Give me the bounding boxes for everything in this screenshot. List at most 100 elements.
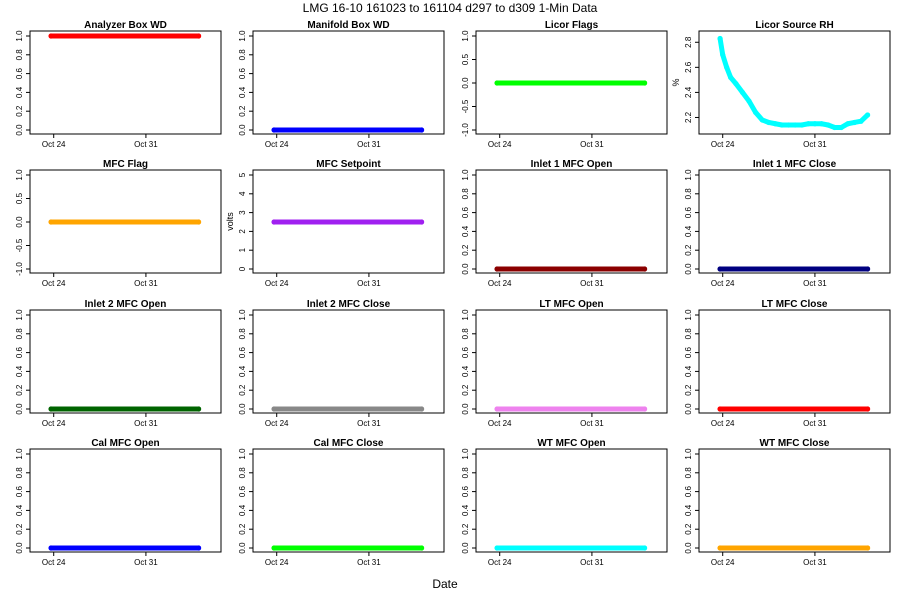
x-tick-label: Oct 24 [488,419,512,428]
y-tick-label: 0.4 [238,86,247,98]
y-tick-label: 0.4 [684,225,693,237]
panel-mfc-flag: MFC Flag -1.0 -0.5 0.0 0.5 1.0 Oct 24 Oct 31 [15,159,222,288]
y-tick-label: 0.0 [461,542,470,554]
y-tick-label: 0.4 [461,365,470,377]
x-tick-label: Oct 31 [357,558,381,567]
y-tick-label: -1.0 [461,123,470,137]
data-point [48,406,54,412]
y-tick-label: 0.8 [461,188,470,200]
y-tick-label: 1 [238,247,247,252]
y-tick-label: 2.8 [684,36,693,48]
y-tick-label: 0.0 [15,403,24,415]
data-point [865,406,871,412]
y-tick-label: 0.8 [461,328,470,340]
y-tick-label: 0.0 [238,542,247,554]
y-tick-label: 1.0 [238,448,247,460]
y-tick-label: 0.2 [684,244,693,256]
y-tick-label: 0.6 [461,346,470,358]
plot-frame [698,309,891,414]
y-tick-label: 0.6 [684,485,693,497]
panel-title: Licor Source RH [755,20,833,31]
data-point [766,119,772,126]
panel-title: LT MFC Open [539,299,603,310]
y-tick-label: 0.0 [15,124,24,136]
y-tick-label: 1.0 [461,30,470,42]
y-tick-label: 0.2 [238,105,247,117]
y-tick-label: 0.0 [15,216,24,228]
x-tick-label: Oct 24 [42,558,66,567]
y-axis-label: volts [225,212,235,231]
y-tick-label: 2 [238,229,247,234]
y-tick-label: 0.0 [15,542,24,554]
y-tick-label: 0.0 [461,403,470,415]
y-axis-label: % [671,78,681,86]
x-tick-label: Oct 24 [42,140,66,149]
panel-title: WT MFC Open [537,438,605,449]
panel-cal-mfc-open: Cal MFC Open 0.0 0.2 0.4 0.6 0.8 1.0 Oct 24 Oct … [15,438,222,567]
data-point [812,121,818,127]
y-tick-label: 0.0 [684,263,693,275]
data-point [196,406,202,412]
y-tick-label: -0.5 [461,99,470,113]
panel-title: MFC Flag [103,159,148,170]
x-tick-label: Oct 24 [42,279,66,288]
data-point [271,127,277,133]
data-point [642,545,648,551]
data-point [271,406,277,412]
x-tick-label: Oct 31 [134,419,158,428]
y-tick-label: 0.0 [238,403,247,415]
y-tick-label: 0.2 [684,384,693,396]
y-tick-label: 0.6 [15,485,24,497]
y-tick-label: -0.5 [15,238,24,252]
data-point [805,121,811,127]
figure-title: LMG 16-10 161023 to 161104 d297 to d309 … [303,1,598,15]
y-tick-label: 1.0 [238,30,247,42]
y-tick-label: 0.4 [684,365,693,377]
plot-frame [475,169,668,274]
plot-frame [698,169,891,274]
y-tick-label: 0.2 [15,105,24,117]
data-point [818,121,825,127]
x-tick-label: Oct 24 [488,279,512,288]
data-point [48,33,54,39]
data-point [799,122,805,128]
y-tick-label: 0.8 [238,467,247,479]
data-point [717,266,723,272]
x-tick-label: Oct 24 [488,558,512,567]
y-tick-label: 0.6 [15,67,24,79]
x-tick-label: Oct 31 [134,140,158,149]
y-tick-label: 0.2 [461,244,470,256]
y-tick-label: 0.6 [238,67,247,79]
x-tick-label: Oct 24 [711,279,735,288]
y-tick-label: 0.0 [684,542,693,554]
x-tick-label: Oct 31 [803,140,827,149]
y-tick-label: 0.8 [15,49,24,61]
plot-frame [252,169,445,274]
data-point [753,109,759,116]
y-tick-label: 0.4 [15,504,24,516]
y-tick-label: 3 [238,210,247,215]
panel-title: Inlet 2 MFC Close [307,299,391,310]
panel-title: MFC Setpoint [316,159,381,170]
y-tick-label: 0.6 [461,206,470,218]
y-tick-label: 0 [238,266,247,271]
x-tick-label: Oct 24 [711,558,735,567]
plot-frame [698,30,891,135]
y-tick-label: 0.6 [684,206,693,218]
y-tick-label: 0.6 [684,346,693,358]
y-tick-label: 1.0 [684,169,693,181]
panel-grid: Analyzer Box WD 0.0 0.2 0.4 0.6 0.8 1.0 Oct 24 O… [15,20,891,567]
y-tick-label: 0.4 [461,225,470,237]
y-tick-label: 0.2 [15,384,24,396]
data-point [792,122,798,128]
y-tick-label: 1.0 [15,309,24,321]
data-point [772,121,779,127]
panel-title: Licor Flags [545,20,599,31]
x-tick-label: Oct 31 [580,419,604,428]
y-tick-label: 2.2 [684,111,693,123]
y-tick-label: 1.0 [461,309,470,321]
y-tick-label: 0.8 [238,328,247,340]
data-point [196,545,202,551]
panel-analyzer-box-wd: Analyzer Box WD 0.0 0.2 0.4 0.6 0.8 1.0 Oct 24 O… [15,20,222,149]
